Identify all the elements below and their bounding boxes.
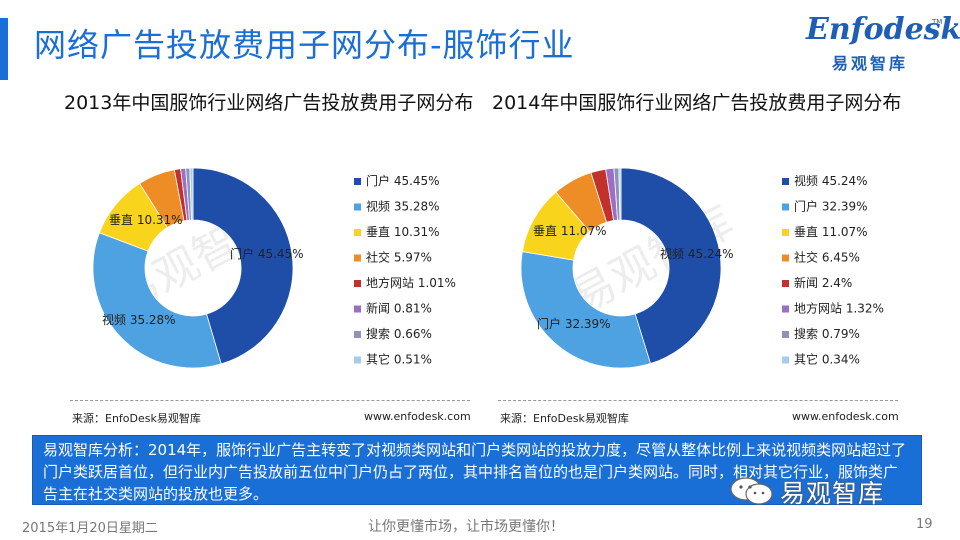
legend-swatch [354, 356, 361, 364]
legend-swatch [782, 203, 789, 211]
legend-label: 垂直 10.31% [366, 225, 440, 239]
pie-slice-2 [520, 251, 651, 369]
legend-label: 垂直 11.07% [794, 225, 868, 239]
source-divider [70, 400, 470, 401]
chart-panel-2013: 易观智库 门户 45.45% 视频 35.28% 垂直 10.31% 社交 5.97%… [56, 128, 482, 430]
legend-swatch [354, 280, 361, 287]
legend-label: 其它 0.34% [794, 352, 860, 367]
donut-chart-2014: 视频 45.24% 门户 32.39% 垂直 11.07% 社交 6.45% 新闻 2.… [520, 167, 884, 369]
enfodesk-logo: Enfodesk TM 易观智库 [798, 12, 960, 74]
legend-label: 社交 5.97% [366, 250, 432, 265]
legend-label: 搜索 0.79% [794, 326, 860, 341]
legend-label: 新闻 2.4% [794, 275, 852, 290]
pie-slice-8 [189, 167, 194, 221]
legend-label: 地方网站 1.32% [794, 301, 884, 316]
data-label: 门户 45.45% [230, 246, 304, 261]
data-label: 视频 45.24% [660, 246, 734, 261]
chart-title-2013: 2013年中国服饰行业网络广告投放费用子网分布 [64, 92, 474, 114]
logo-subtitle: 易观智库 [832, 54, 909, 73]
legend-swatch [782, 254, 789, 262]
legend-swatch [782, 305, 789, 313]
source-divider [498, 400, 898, 401]
title-accent-bar [0, 18, 8, 80]
legend-swatch [354, 254, 361, 262]
data-label: 门户 32.39% [537, 316, 611, 331]
legend-label: 社交 6.45% [794, 250, 860, 265]
legend-swatch [782, 356, 789, 364]
analysis-box: 易观智库分析：2014年，服饰行业广告主转变了对视频类网站和门户类网站的投放力度… [32, 435, 922, 505]
legend-swatch [354, 203, 361, 211]
footer-slogan: 让你更懂市场，让市场更懂你！ [368, 519, 564, 535]
legend-swatch [782, 280, 789, 287]
source-url: www.enfodesk.com [364, 410, 471, 423]
legend-label: 视频 35.28% [366, 199, 440, 214]
pie-slice-1 [620, 167, 722, 365]
legend-swatch [354, 229, 361, 236]
legend-label: 搜索 0.66% [366, 326, 432, 341]
chart-title-2014: 2014年中国服饰行业网络广告投放费用子网分布 [492, 92, 902, 114]
logo-wordmark: Enfodesk [806, 12, 960, 47]
legend-swatch [354, 178, 361, 185]
pie-slice-8 [618, 167, 622, 221]
page-number: 19 [916, 517, 933, 532]
legend-swatch [782, 331, 789, 338]
legend-label: 门户 45.45% [366, 173, 440, 188]
wechat-icon [730, 477, 773, 505]
data-label: 垂直 10.31% [109, 213, 183, 227]
legend-swatch [354, 331, 361, 338]
chart-panel-2014: 易观智库 视频 45.24% 门户 32.39% 垂直 11.07% 社交 6.45%… [484, 128, 910, 430]
donut-chart-2013: 门户 45.45% 视频 35.28% 垂直 10.31% 社交 5.97% 地方网站 … [92, 167, 456, 369]
source-label: 来源：EnfoDesk易观智库 [500, 412, 629, 425]
source-label: 来源：EnfoDesk易观智库 [72, 412, 201, 425]
page-title: 网络广告投放费用子网分布-服饰行业 [34, 26, 575, 64]
source-url: www.enfodesk.com [792, 410, 899, 423]
legend-label: 门户 32.39% [794, 199, 868, 214]
footer-date: 2015年1月20日星期二 [22, 521, 158, 536]
logo-trademark: TM [932, 18, 943, 26]
legend-swatch [782, 178, 789, 185]
pie-slice-2 [92, 232, 222, 369]
wechat-badge: 易观智库 [728, 474, 938, 508]
legend-label: 地方网站 1.01% [366, 275, 456, 290]
legend-swatch [782, 229, 789, 236]
data-label: 垂直 11.07% [533, 224, 607, 238]
legend-swatch [354, 305, 361, 313]
legend-label: 其它 0.51% [366, 352, 432, 367]
pie-slice-1 [192, 167, 294, 365]
legend-label: 新闻 0.81% [366, 301, 432, 316]
data-label: 视频 35.28% [102, 312, 176, 327]
legend-label: 视频 45.24% [794, 173, 868, 188]
wechat-label: 易观智库 [780, 479, 885, 508]
